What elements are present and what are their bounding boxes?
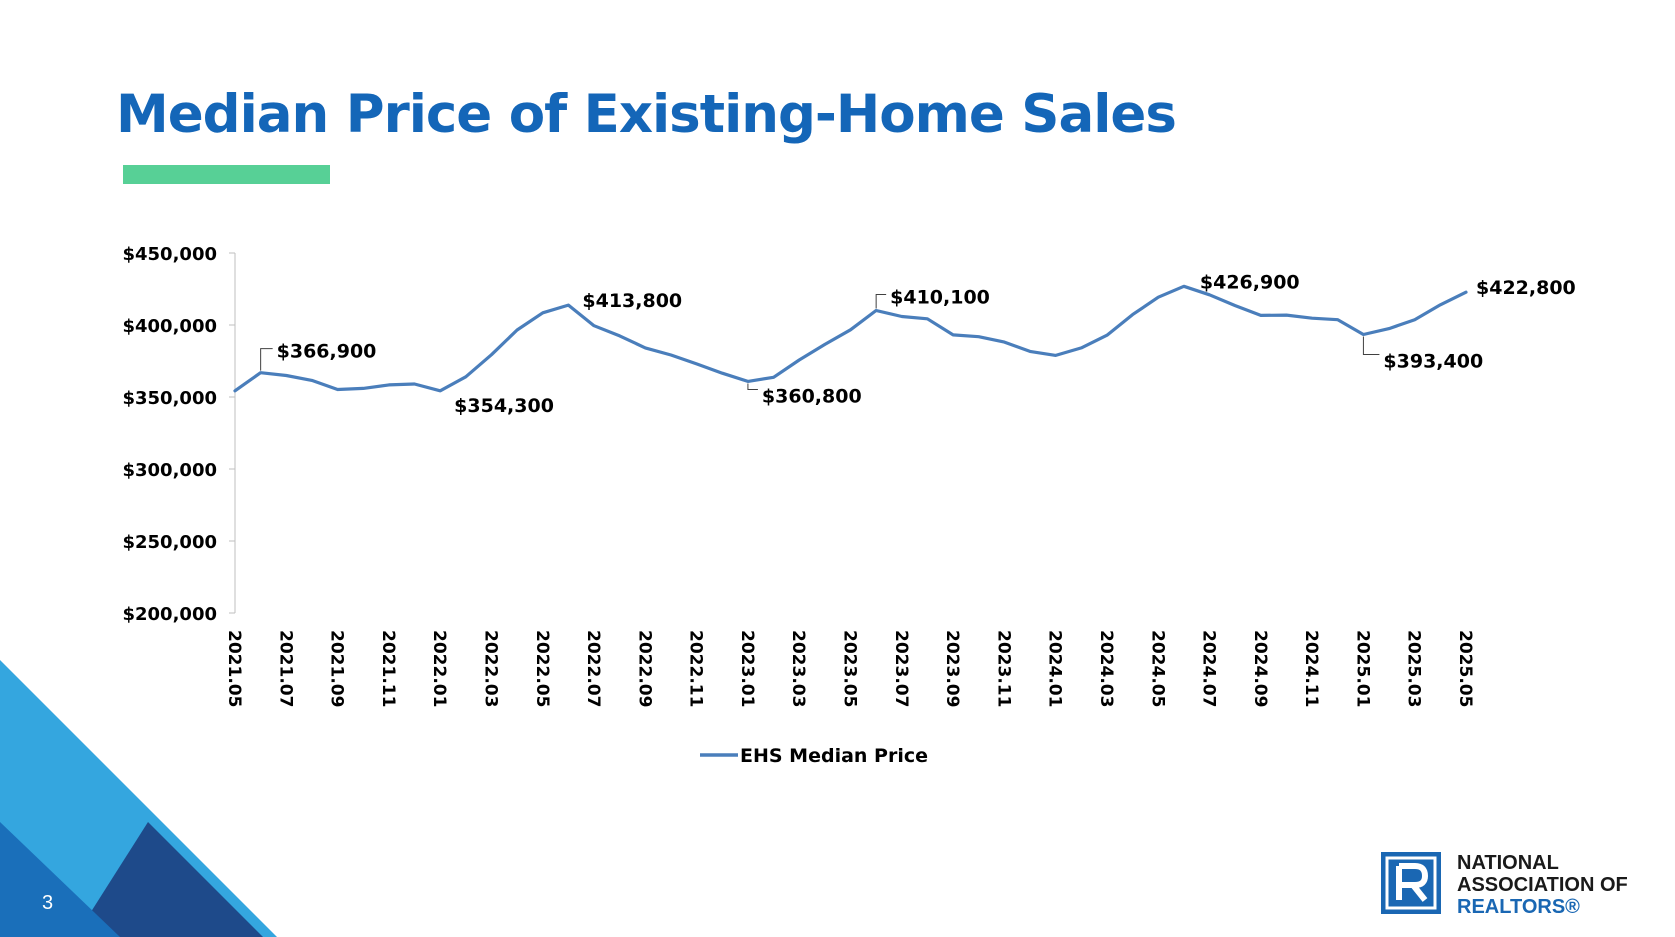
x-tick-label: 2023.07 <box>891 630 911 707</box>
page-number: 3 <box>42 892 54 914</box>
x-tick-label: 2022.07 <box>583 630 603 707</box>
x-tick-label: 2025.05 <box>1455 630 1475 707</box>
x-tick-label: 2023.01 <box>737 630 757 707</box>
x-tick-label: 2024.03 <box>1096 630 1116 707</box>
y-tick-label: $400,000 <box>122 316 217 337</box>
realtor-r-logo-icon <box>1381 852 1441 914</box>
series-layer <box>233 284 1468 393</box>
data-label-leader <box>260 348 273 371</box>
x-tick-label: 2025.03 <box>1404 630 1424 707</box>
x-axis: 2021.05 2021.07 2021.09 2021.11 2022.01 2022.… <box>224 630 1475 707</box>
data-label: $426,900 <box>1200 271 1300 293</box>
line-chart: $450,000 $400,000 $350,000 $300,000 $250,000… <box>122 244 1576 767</box>
x-tick-label: 2021.07 <box>275 630 295 707</box>
data-label-leader <box>747 383 758 390</box>
x-tick-label: 2021.11 <box>378 630 398 707</box>
data-labels: $366,900 $354,300 $413,800 $360,800 $410,100… <box>260 271 1576 417</box>
y-tick-label: $450,000 <box>122 244 217 265</box>
x-tick-label: 2025.01 <box>1352 630 1372 707</box>
x-tick-label: 2023.05 <box>840 630 860 707</box>
x-tick-label: 2021.09 <box>327 630 347 707</box>
x-tick-label: 2022.11 <box>686 630 706 707</box>
x-tick-label: 2023.03 <box>788 630 808 707</box>
x-tick-label: 2022.03 <box>480 630 500 707</box>
x-tick-label: 2024.01 <box>1045 630 1065 707</box>
data-label: $354,300 <box>454 395 554 417</box>
x-tick-label: 2021.05 <box>224 630 244 707</box>
x-tick-label: 2022.01 <box>429 630 449 707</box>
x-tick-label: 2024.07 <box>1199 630 1219 707</box>
y-tick-label: $300,000 <box>122 460 217 481</box>
data-label: $360,800 <box>762 385 862 407</box>
legend: EHS Median Price <box>700 745 928 767</box>
nar-logo: NATIONAL ASSOCIATION OF REALTORS® <box>1381 852 1671 918</box>
data-label: $410,100 <box>890 286 990 308</box>
data-label: $366,900 <box>277 341 377 363</box>
data-label: $422,800 <box>1476 277 1576 299</box>
x-tick-label: 2023.09 <box>942 630 962 707</box>
y-tick-label: $250,000 <box>122 532 217 553</box>
slide-title: Median Price of Existing-Home Sales <box>116 84 1177 145</box>
data-label-leader <box>1362 336 1380 356</box>
x-tick-label: 2022.09 <box>634 630 654 707</box>
x-tick-label: 2023.11 <box>993 630 1013 707</box>
logo-wordmark: NATIONAL ASSOCIATION OF REALTORS® <box>1457 852 1628 918</box>
data-label: $393,400 <box>1383 351 1483 373</box>
logo-line-2: ASSOCIATION OF <box>1457 874 1628 896</box>
corner-decoration <box>0 660 277 937</box>
y-tick-label: $200,000 <box>122 604 217 625</box>
logo-line-1: NATIONAL <box>1457 852 1559 874</box>
x-tick-label: 2024.11 <box>1301 630 1321 707</box>
y-axis: $450,000 $400,000 $350,000 $300,000 $250,000… <box>122 244 236 625</box>
corner-triangle-dark <box>75 822 263 937</box>
x-tick-label: 2024.05 <box>1147 630 1167 707</box>
x-tick-label: 2024.09 <box>1250 630 1270 707</box>
title-accent-bar <box>123 165 330 184</box>
legend-label: EHS Median Price <box>740 745 928 767</box>
x-tick-label: 2022.05 <box>532 630 552 707</box>
corner-triangle-light <box>0 660 277 937</box>
data-label-leader <box>875 293 887 309</box>
corner-triangle-mid <box>0 822 120 937</box>
y-tick-label: $350,000 <box>122 388 217 409</box>
series-line <box>233 284 1468 393</box>
logo-line-3: REALTORS® <box>1457 896 1580 918</box>
data-label: $413,800 <box>582 290 682 312</box>
